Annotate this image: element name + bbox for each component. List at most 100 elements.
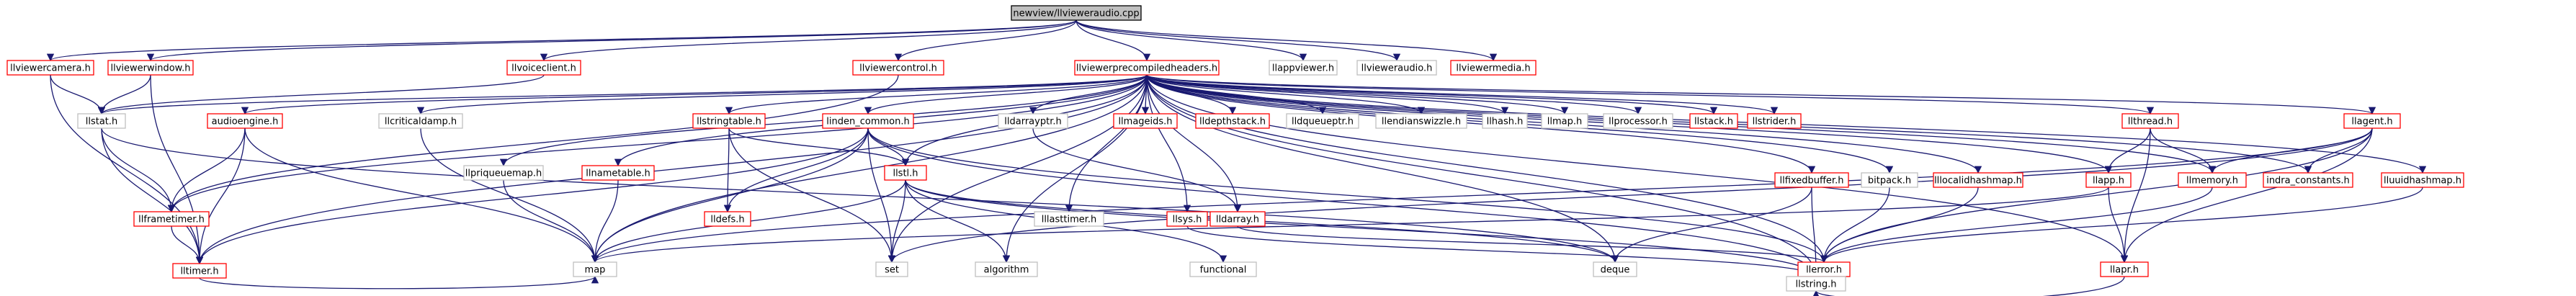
node-llagent[interactable]: llagent.h [2343,113,2401,129]
edge-llviewerprecompiledheaders-to-llagent [1146,74,2376,115]
node-functional: functional [1189,261,1257,277]
node-llfixedbuffer-box [1774,172,1849,188]
node-llnametable[interactable]: llnametable.h [581,165,655,181]
node-llprocessor-box [1603,113,1673,129]
node-llviewercontrol-box [852,60,944,76]
node-llstat-box [77,113,126,129]
node-lldefs[interactable]: lldefs.h [704,211,751,227]
node-llstring: llstring.h [1786,276,1846,292]
edge-llviewerprecompiledheaders-to-llframetimer [167,74,1148,213]
node-lldepthstack[interactable]: lldepthstack.h [1195,113,1270,129]
node-llstl-box [884,165,927,181]
node-llcriticaldamp-label: llcriticaldamp.h [385,117,457,127]
edge-llviewerprecompiledheaders-to-lllasttimer [1065,74,1148,213]
node-algorithm: algorithm [975,261,1038,277]
node-llendianswizzle-label: llendianswizzle.h [1382,117,1461,127]
node-llviewerprecompiledheaders-box [1074,60,1220,76]
edge-root-to-llvieweraudio [1075,19,1401,62]
node-lldarrayptr: lldarrayptr.h [998,113,1068,129]
edge-llviewerprecompiledheaders-to-lltimer [195,74,1148,265]
node-lluuidhashmap[interactable]: lluuidhashmap.h [2381,172,2464,188]
node-llstrider-label: llstrider.h [1753,117,1797,127]
edge-llstat-to-llframetimer [101,127,176,213]
node-llvoiceclient[interactable]: llvoiceclient.h [506,60,581,76]
node-llfixedbuffer[interactable]: llfixedbuffer.h [1774,172,1849,188]
node-llvoiceclient-label: llvoiceclient.h [511,63,576,74]
node-llstat-label: llstat.h [86,117,118,127]
node-llstrider[interactable]: llstrider.h [1747,113,1802,129]
node-llerror[interactable]: llerror.h [1797,261,1851,277]
node-llviewerwindow[interactable]: llviewerwindow.h [107,60,194,76]
node-llendianswizzle: llendianswizzle.h [1375,113,1467,129]
node-llsys-box [1166,211,1208,227]
node-algorithm-label: algorithm [984,265,1029,276]
node-llthread[interactable]: llthread.h [2121,113,2179,129]
edge-llviewerwindow-to-lltimer [150,74,204,265]
node-llsys[interactable]: llsys.h [1166,211,1208,227]
node-indraconstants[interactable]: indra_constants.h [2263,172,2353,188]
edge-llindencommon-to-llerror [867,127,1828,264]
node-llstringtable[interactable]: llstringtable.h [692,113,766,129]
node-llthread-box [2121,113,2179,129]
node-deque-box [1593,261,1637,277]
node-llviewerwindow-box [107,60,194,76]
node-llviewercamera[interactable]: llviewercamera.h [6,60,94,76]
node-llviewercontrol[interactable]: llviewercontrol.h [852,60,944,76]
node-llprocessor: llprocessor.h [1603,113,1673,129]
edge-llviewerprecompiledheaders-to-llprocessor [1146,74,1642,115]
node-llviewerprecompiledheaders-label: llviewerprecompiledheaders.h [1076,63,1217,74]
node-llvoiceclient-box [506,60,581,76]
node-llapr[interactable]: llapr.h [2100,261,2149,277]
edge-llviewerprecompiledheaders-to-lldarrayptr [1029,74,1148,115]
edge-root-to-llviewerwindow [147,19,1077,62]
node-llstrider-box [1747,113,1802,129]
node-indraconstants-box [2263,172,2353,188]
node-functional-label: functional [1200,265,1247,276]
node-llappviewer-label: llappviewer.h [1272,63,1334,74]
node-root: newview/llvieweraudio.cpp [1011,5,1142,21]
node-llcriticaldamp: llcriticaldamp.h [378,113,463,129]
edge-lldarrayptr-to-lldarray [1032,127,1242,213]
edge-root-to-llappviewer [1075,19,1307,62]
node-llindencommon-label: linden_common.h [826,117,909,127]
node-llstack[interactable]: llstack.h [1689,113,1738,129]
node-set-box [875,261,908,277]
node-llindencommon[interactable]: linden_common.h [822,113,914,129]
edge-lluuidhashmap-to-llerror [1820,187,2423,264]
node-llstringtable-box [692,113,766,129]
node-llmemory[interactable]: llmemory.h [2178,172,2247,188]
node-indraconstants-label: indra_constants.h [2266,176,2350,187]
edge-llindencommon-to-lldefs [723,127,869,213]
edge-llviewerprecompiledheaders-to-llendianswizzle [1146,74,1426,115]
node-llapp[interactable]: llapp.h [2085,172,2132,188]
node-lldarrayptr-label: lldarrayptr.h [1004,117,1061,127]
node-llviewerwindow-label: llviewerwindow.h [110,63,190,74]
edge-audioengine-to-llframetimer [167,127,246,213]
node-llthread-label: llthread.h [2128,117,2173,127]
node-llviewerprecompiledheaders[interactable]: llviewerprecompiledheaders.h [1074,60,1220,76]
node-llmageids[interactable]: llmageids.h [1113,113,1178,129]
node-lltimer[interactable]: lltimer.h [172,263,227,279]
edge-llvoiceclient-to-llstat [98,74,545,115]
node-audioengine[interactable]: audioengine.h [207,113,283,129]
node-lluuidhashmap-label: lluuidhashmap.h [2384,176,2461,187]
edge-llindencommon-to-set [867,127,896,264]
node-llstl-label: llstl.h [893,169,918,179]
edge-llviewerprecompiledheaders-to-llstrider [1146,74,1778,115]
node-llstl[interactable]: llstl.h [884,165,927,181]
edge-llstringtable-to-lldefs [723,127,732,213]
edge-llviewerprecompiledheaders-to-llapr [1146,74,2129,264]
edge-audioengine-to-map [244,127,599,264]
node-lllocalidhashmap[interactable]: lllocalidhashmap.h [1933,172,2023,188]
edge-llviewerprecompiledheaders-to-llstat [98,74,1148,115]
node-llframetimer[interactable]: llframetimer.h [133,211,210,227]
node-llprocessor-label: llprocessor.h [1609,117,1668,127]
node-lldarray[interactable]: lldarray.h [1209,211,1266,227]
node-root-label: newview/llvieweraudio.cpp [1013,9,1139,19]
node-lldqueueptr-label: lldqueueptr.h [1292,117,1354,127]
node-llnametable-box [581,165,655,181]
node-llviewermedia[interactable]: llviewermedia.h [1450,60,1537,76]
edge-llfixedbuffer-to-deque [1611,187,1812,264]
edge-llviewerprecompiledheaders-to-map [591,74,1148,264]
